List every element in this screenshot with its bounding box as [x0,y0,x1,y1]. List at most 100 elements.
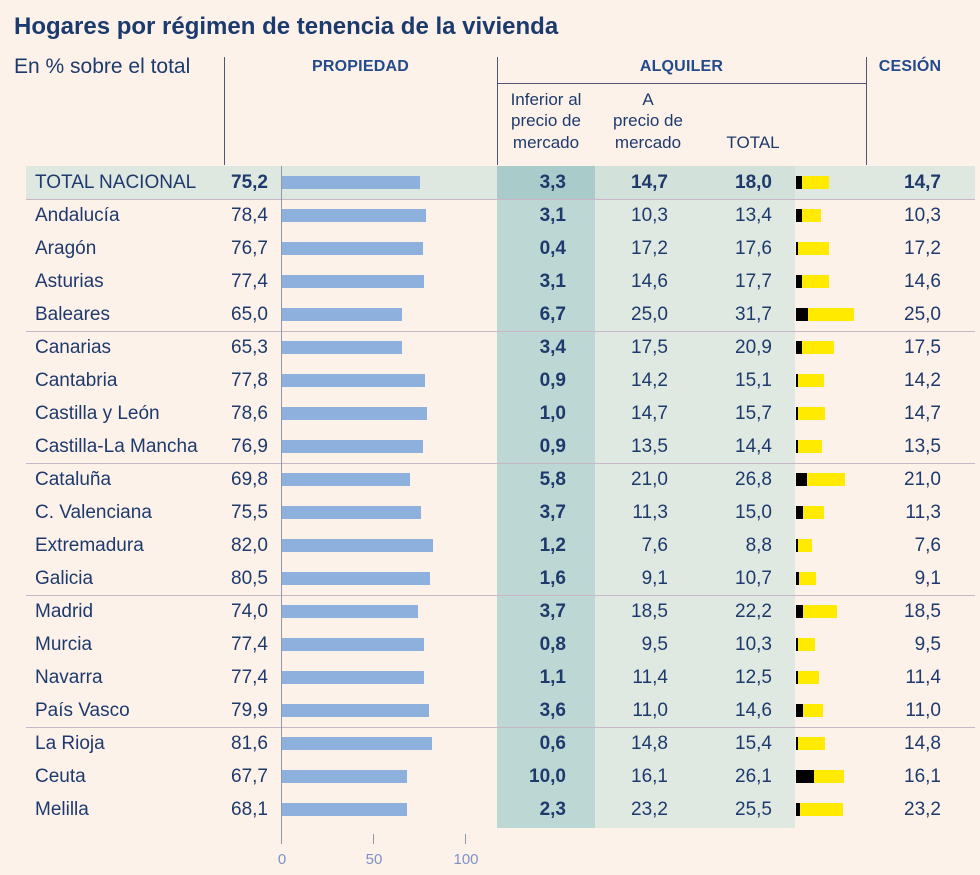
propiedad-bar [282,176,421,189]
cesion-value: 11,4 [905,667,941,688]
header-divider-cesion [866,57,867,165]
alquiler-inferior-bar [796,671,799,684]
propiedad-value: 77,8 [231,370,268,391]
alquiler-a-precio-value: 14,7 [631,172,668,193]
propiedad-bar [282,638,425,651]
alquiler-inferior-bar [796,308,809,321]
propiedad-bar [282,605,419,618]
propiedad-bar [282,209,427,222]
table-row: Murcia 77,4 0,8 9,5 10,3 9,5 [0,628,980,661]
header-cesion: CESIÓN [878,58,942,75]
chart-subtitle: En % sobre el total [14,55,191,78]
alquiler-inferior-bar [796,704,803,717]
column-shade-mercado-total [595,166,795,828]
table-row: Andalucía 78,4 3,1 10,3 13,4 10,3 [0,199,980,232]
propiedad-bar [282,704,430,717]
alquiler-inferior-bar [796,737,798,750]
row-label: TOTAL NACIONAL [35,172,197,193]
table-row: Aragón 76,7 0,4 17,2 17,6 17,2 [0,232,980,265]
alquiler-a-precio-bar [798,671,819,684]
propiedad-value: 78,4 [231,205,268,226]
cesion-value: 17,2 [904,238,941,259]
propiedad-value: 74,0 [231,601,268,622]
table-row: Madrid 74,0 3,7 18,5 22,2 18,5 [0,595,980,628]
alquiler-inferior-value: 3,4 [539,337,566,358]
propiedad-bar [282,440,424,453]
alquiler-a-precio-bar [798,539,813,552]
alquiler-inferior-bar [796,605,803,618]
subheader-a-precio-line: A [642,90,654,109]
alquiler-inferior-value: 6,7 [539,304,566,325]
alquiler-inferior-value: 3,3 [539,172,566,193]
cesion-value: 25,0 [904,304,941,325]
table-row: Castilla y León 78,6 1,0 14,7 15,7 14,7 [0,397,980,430]
alquiler-a-precio-value: 13,5 [631,436,668,457]
alquiler-a-precio-value: 14,2 [631,370,668,391]
propiedad-value: 76,9 [231,436,268,457]
group-separator [26,199,975,200]
propiedad-value: 65,0 [231,304,268,325]
propiedad-bar [282,803,408,816]
table-row-total: TOTAL NACIONAL 75,2 3,3 14,7 18,0 14,7 [0,166,980,199]
cesion-value: 14,8 [904,733,941,754]
propiedad-axis-line [281,166,282,844]
table-row: Ceuta 67,7 10,0 16,1 26,1 16,1 [0,760,980,793]
row-label: Galicia [35,568,94,589]
alquiler-inferior-value: 1,2 [539,535,566,556]
header-divider-alquiler [497,57,498,165]
alquiler-a-precio-value: 9,5 [641,634,668,655]
table-row: Castilla-La Mancha 76,9 0,9 13,5 14,4 13,5 [0,430,980,463]
alquiler-inferior-bar [796,341,803,354]
alquiler-total-value: 15,4 [735,733,772,754]
alquiler-a-precio-bar [802,341,835,354]
alquiler-total-value: 26,8 [735,469,772,490]
propiedad-bar [282,671,425,684]
alquiler-a-precio-bar [802,176,830,189]
table-row: Baleares 65,0 6,7 25,0 31,7 25,0 [0,298,980,331]
propiedad-axis-tick-label: 100 [453,851,479,868]
alquiler-a-precio-value: 25,0 [631,304,668,325]
table-row: Extremadura 82,0 1,2 7,6 8,8 7,6 [0,529,980,562]
alquiler-a-precio-bar [798,572,816,585]
alquiler-inferior-value: 1,6 [539,568,566,589]
alquiler-a-precio-bar [808,308,855,321]
alquiler-inferior-bar [796,506,803,519]
alquiler-total-value: 22,2 [735,601,772,622]
row-label: Aragón [35,238,97,259]
total-row-highlight-inferior [497,166,595,199]
propiedad-value: 81,6 [231,733,268,754]
row-label: Ceuta [35,766,86,787]
propiedad-value: 68,1 [231,799,268,820]
alquiler-inferior-value: 0,9 [539,436,566,457]
alquiler-total-value: 14,4 [735,436,772,457]
row-label: Asturias [35,271,104,292]
cesion-value: 14,7 [904,172,941,193]
table-row: Asturias 77,4 3,1 14,6 17,7 14,6 [0,265,980,298]
table-row: País Vasco 79,9 3,6 11,0 14,6 11,0 [0,694,980,727]
alquiler-a-precio-value: 17,2 [631,238,668,259]
alquiler-a-precio-value: 17,5 [631,337,668,358]
alquiler-inferior-bar [796,374,798,387]
propiedad-value: 79,9 [231,700,268,721]
subheader-a-precio-line: mercado [614,132,682,152]
alquiler-inferior-value: 0,9 [539,370,566,391]
alquiler-inferior-value: 10,0 [529,766,566,787]
alquiler-a-precio-bar [801,209,821,222]
cesion-value: 9,1 [914,568,941,589]
alquiler-inferior-bar [796,539,799,552]
alquiler-inferior-bar [796,275,802,288]
alquiler-inferior-value: 2,3 [539,799,566,820]
propiedad-axis-tick-label: 0 [277,851,287,868]
alquiler-a-precio-bar [797,440,823,453]
row-label: Castilla-La Mancha [35,436,198,457]
propiedad-value: 78,6 [231,403,268,424]
cesion-value: 14,6 [904,271,941,292]
row-label: Canarias [35,337,112,358]
alquiler-a-precio-value: 16,1 [631,766,668,787]
cesion-value: 14,7 [904,403,941,424]
alquiler-inferior-bar [796,572,799,585]
row-label: Navarra [35,667,103,688]
subheader-alquiler-inferior: Inferior al precio de mercado [497,89,595,153]
table-row: Navarra 77,4 1,1 11,4 12,5 11,4 [0,661,980,694]
alquiler-a-precio-bar [806,473,846,486]
